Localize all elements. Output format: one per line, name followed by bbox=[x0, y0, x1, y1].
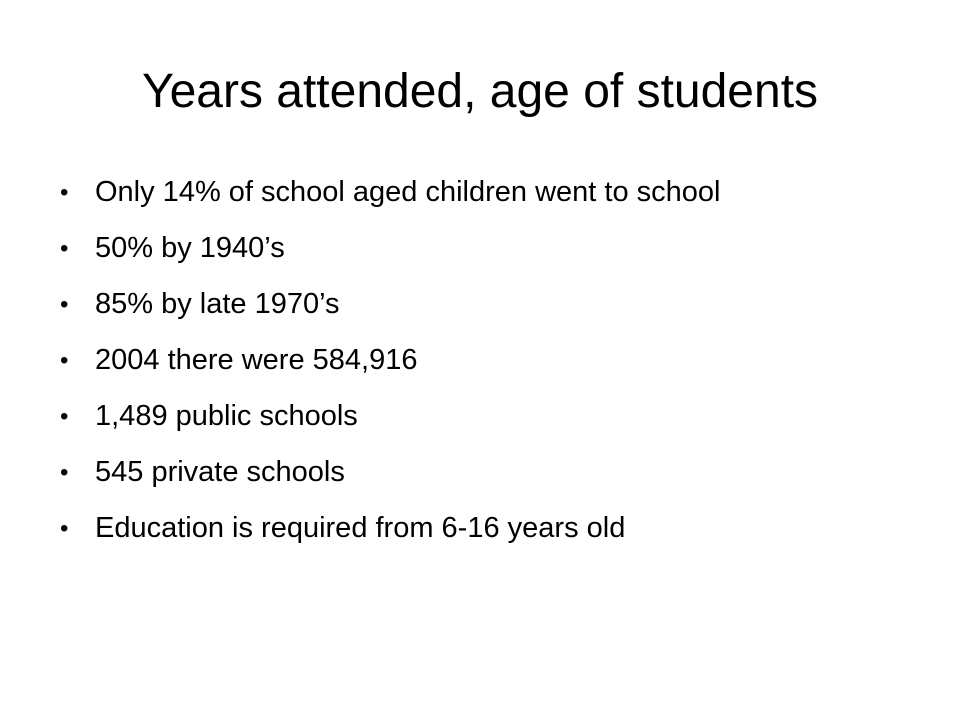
bullet-icon: • bbox=[60, 235, 69, 262]
bullet-text: Only 14% of school aged children went to… bbox=[95, 176, 721, 208]
bullet-text: 1,489 public schools bbox=[95, 400, 358, 432]
bullet-text: 545 private schools bbox=[95, 456, 345, 488]
bullet-item: • Education is required from 6-16 years … bbox=[58, 510, 858, 547]
bullet-item: • 85% by late 1970’s bbox=[58, 286, 858, 323]
bullet-icon: • bbox=[60, 179, 69, 206]
bullet-icon: • bbox=[60, 515, 69, 542]
bullet-item: • Only 14% of school aged children went … bbox=[58, 174, 858, 211]
slide-title: Years attended, age of students bbox=[141, 65, 819, 118]
bullet-icon: • bbox=[60, 459, 69, 486]
bullet-text: 50% by 1940’s bbox=[95, 232, 285, 264]
bullet-icon: • bbox=[60, 347, 69, 374]
bullet-item: • 545 private schools bbox=[58, 454, 858, 491]
bullet-icon: • bbox=[60, 403, 69, 430]
bullet-item: • 1,489 public schools bbox=[58, 398, 858, 435]
bullet-text: 85% by late 1970’s bbox=[95, 288, 340, 320]
bullet-item: • 50% by 1940’s bbox=[58, 230, 858, 267]
bullet-list: • Only 14% of school aged children went … bbox=[58, 174, 858, 566]
bullet-icon: • bbox=[60, 291, 69, 318]
bullet-item: • 2004 there were 584,916 bbox=[58, 342, 858, 379]
bullet-text: Education is required from 6-16 years ol… bbox=[95, 512, 626, 544]
bullet-text: 2004 there were 584,916 bbox=[95, 344, 418, 376]
